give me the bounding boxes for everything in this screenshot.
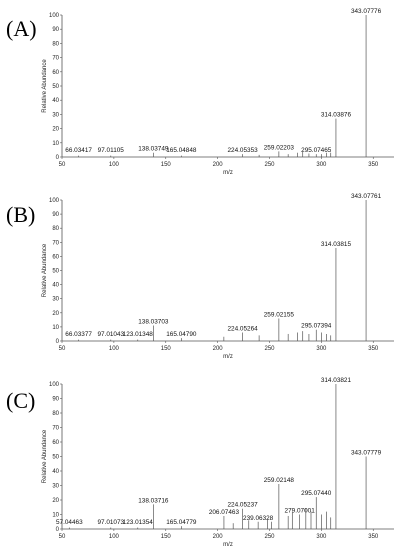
peak-label: 279.07001 [285, 508, 316, 515]
x-tick-label: 50 [59, 346, 66, 352]
peak-label: 224.05264 [227, 326, 258, 333]
peak-label: 97.01043 [97, 331, 124, 338]
x-tick-label: 50 [59, 162, 66, 168]
peak-label: 165.04790 [166, 331, 197, 338]
spectrum-panel-1: (A) 0 10 20 30 40 50 60 70 80 90 100 50 100 150 200 250 3… [6, 8, 394, 176]
y-tick-label: 80 [52, 41, 59, 47]
peak-label: 224.05353 [227, 147, 258, 154]
peak-label: 138.03716 [138, 497, 169, 504]
x-tick-label: 300 [316, 534, 327, 540]
x-tick-label: 250 [264, 534, 275, 540]
y-tick-label: 100 [49, 13, 60, 19]
y-tick-label: 40 [52, 469, 59, 475]
x-tick-label: 350 [368, 534, 379, 540]
y-tick-label: 90 [52, 27, 59, 33]
y-tick-label: 90 [52, 212, 59, 218]
panel-label: (A) [6, 16, 37, 41]
y-tick-label: 0 [56, 527, 60, 533]
x-tick-label: 50 [59, 534, 66, 540]
y-tick-label: 60 [52, 440, 59, 446]
y-tick-label: 30 [52, 112, 59, 118]
peak-label: 165.04779 [166, 519, 197, 526]
y-tick-label: 10 [52, 325, 59, 331]
peak-label: 314.03821 [321, 377, 352, 384]
peak-label: 295.07394 [301, 323, 332, 330]
x-tick-label: 300 [316, 346, 327, 352]
y-tick-label: 40 [52, 283, 59, 289]
y-tick-label: 60 [52, 254, 59, 260]
peak-label: 295.07440 [301, 490, 332, 497]
peak-label: 343.07779 [351, 450, 382, 457]
peak-label: 123.01354 [123, 519, 154, 526]
x-tick-label: 100 [109, 346, 120, 352]
peak-label: 97.01073 [97, 519, 124, 526]
peak-label: 138.03749 [138, 146, 169, 153]
y-tick-label: 70 [52, 426, 59, 432]
peak-label: 57.04463 [56, 519, 83, 526]
y-tick-label: 30 [52, 484, 59, 490]
peak-label: 66.03417 [65, 147, 92, 154]
peak-label: 138.03703 [138, 318, 169, 325]
y-tick-label: 10 [52, 141, 59, 147]
y-tick-label: 50 [52, 84, 59, 90]
y-tick-label: 80 [52, 226, 59, 232]
x-tick-label: 250 [264, 346, 275, 352]
x-tick-label: 100 [109, 534, 120, 540]
y-tick-label: 0 [56, 339, 60, 345]
y-tick-label: 40 [52, 98, 59, 104]
peak-label: 206.07463 [209, 509, 240, 516]
x-axis-title: m/z [223, 170, 233, 176]
peak-label: 343.07776 [351, 8, 382, 15]
y-tick-label: 100 [49, 198, 60, 204]
y-tick-label: 50 [52, 269, 59, 275]
spectrum-panel-3: (C) 0 10 20 30 40 50 60 70 80 90 100 50 100 150 200 250 3… [6, 377, 394, 548]
y-tick-label: 10 [52, 513, 59, 519]
x-tick-label: 250 [264, 162, 275, 168]
x-tick-label: 150 [161, 162, 172, 168]
peak-label: 295.07465 [301, 147, 332, 154]
y-axis-title: Relative Abundance [42, 429, 48, 483]
x-tick-label: 200 [213, 162, 224, 168]
x-tick-label: 150 [161, 346, 172, 352]
y-tick-label: 90 [52, 397, 59, 403]
x-tick-label: 150 [161, 534, 172, 540]
panel-label: (B) [6, 202, 35, 227]
peak-label: 343.07761 [351, 193, 382, 200]
y-axis-title: Relative Abundance [42, 243, 48, 297]
peak-label: 259.02148 [264, 477, 295, 484]
x-tick-label: 100 [109, 162, 120, 168]
x-tick-label: 350 [368, 162, 379, 168]
y-tick-label: 50 [52, 455, 59, 461]
x-tick-label: 300 [316, 162, 327, 168]
y-tick-label: 0 [56, 155, 60, 161]
x-tick-label: 200 [213, 346, 224, 352]
peak-label: 314.03876 [321, 112, 352, 119]
y-tick-label: 70 [52, 240, 59, 246]
x-axis-title: m/z [223, 542, 233, 548]
peak-label: 239.06328 [243, 515, 274, 522]
peak-label: 259.02155 [264, 311, 295, 318]
peak-label: 123.01348 [123, 331, 154, 338]
y-tick-label: 30 [52, 297, 59, 303]
peak-label: 314.03815 [321, 241, 352, 248]
x-tick-label: 200 [213, 534, 224, 540]
y-tick-label: 20 [52, 127, 59, 133]
panel-label: (C) [6, 388, 35, 413]
peak-label: 224.05237 [227, 502, 258, 509]
y-tick-label: 100 [49, 382, 60, 388]
y-tick-label: 70 [52, 56, 59, 62]
y-tick-label: 20 [52, 311, 59, 317]
peak-label: 97.01105 [98, 147, 125, 154]
peak-label: 259.02203 [264, 144, 295, 151]
y-axis-title: Relative Abundance [42, 59, 48, 113]
y-tick-label: 60 [52, 70, 59, 76]
y-tick-label: 80 [52, 411, 59, 417]
x-tick-label: 350 [368, 346, 379, 352]
peak-label: 165.04848 [166, 147, 197, 154]
spectrum-panel-2: (B) 0 10 20 30 40 50 60 70 80 90 100 50 100 150 200 250 3… [6, 193, 394, 360]
y-tick-label: 20 [52, 498, 59, 504]
x-axis-title: m/z [223, 354, 233, 360]
peak-label: 66.03377 [65, 331, 92, 338]
